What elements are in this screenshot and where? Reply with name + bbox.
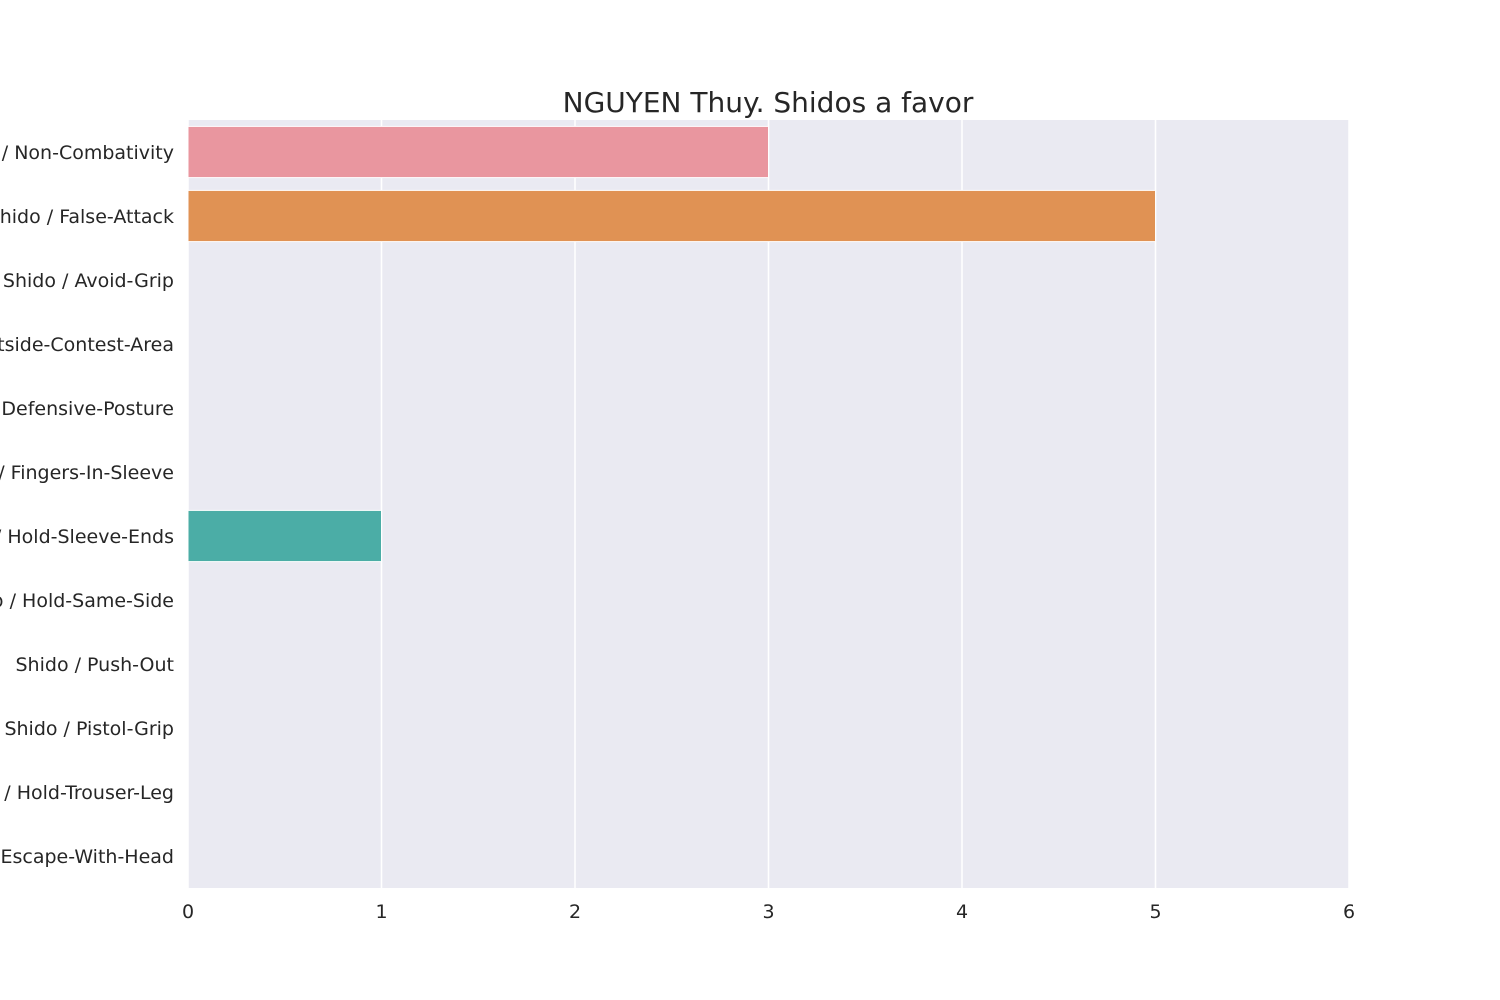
grid-lines (187, 120, 1350, 888)
y-tick-label: Shido / False-Attack (0, 206, 174, 228)
y-tick-label: Shido / Hold-Same-Side (0, 590, 174, 612)
x-tick-label: 0 (182, 901, 194, 923)
x-axis-ticks: 0 1 2 3 4 5 6 (182, 901, 1355, 923)
y-tick-label: Shido / Defensive-Posture (0, 398, 174, 420)
y-tick-label: Shido / Pistol-Grip (4, 718, 174, 740)
x-tick-label: 3 (762, 901, 774, 923)
bar (187, 189, 1156, 243)
y-tick-label: Shido / Outside-Contest-Area (0, 334, 174, 356)
x-tick-label: 1 (375, 901, 387, 923)
chart-title: NGUYEN Thuy. Shidos a favor (563, 86, 974, 119)
y-tick-label: Shido / Hold-Trouser-Leg (0, 782, 174, 804)
y-tick-label: Shido / Non-Combativity (0, 142, 174, 164)
x-tick-label: 6 (1343, 901, 1355, 923)
bar (187, 125, 769, 179)
y-tick-label: Shido / Hold-Sleeve-Ends (0, 526, 174, 548)
x-tick-label: 2 (569, 901, 581, 923)
y-tick-label: Shido / Avoid-Grip (3, 270, 174, 292)
y-tick-label: Shido / Fingers-In-Sleeve (0, 462, 174, 484)
y-axis-ticks: Shido / Non-Combativity Shido / False-Att… (0, 142, 174, 868)
x-tick-label: 5 (1149, 901, 1161, 923)
y-tick-label: Shido / Escape-With-Head (0, 846, 174, 868)
x-tick-label: 4 (956, 901, 968, 923)
bars (187, 125, 1156, 563)
y-tick-label: Shido / Push-Out (16, 654, 175, 676)
bar (187, 509, 382, 563)
